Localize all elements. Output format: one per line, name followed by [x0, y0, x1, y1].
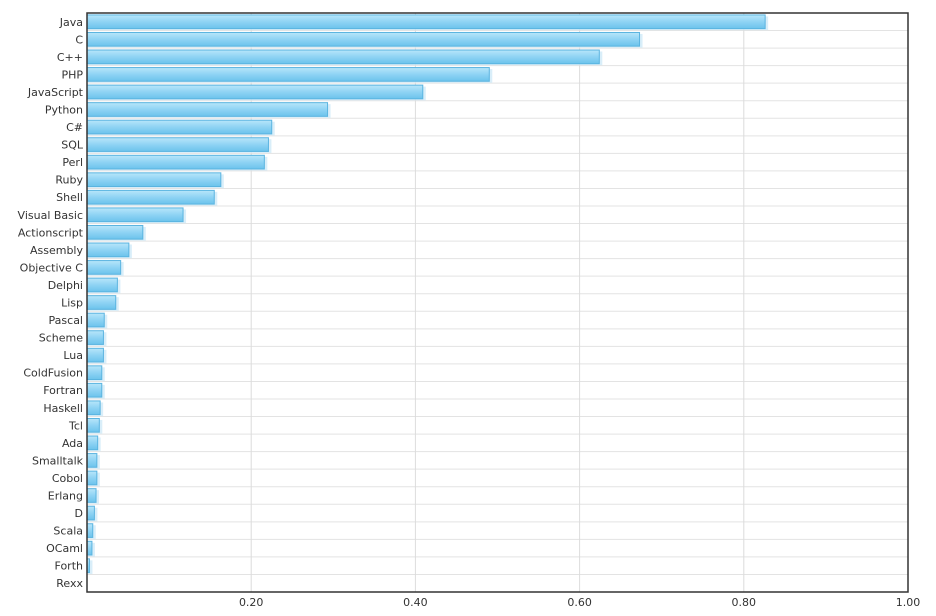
- bar: [86, 31, 641, 47]
- bar: [86, 470, 98, 486]
- category-label: Tcl: [68, 419, 83, 432]
- bar: [86, 119, 273, 135]
- plot-frame: [86, 12, 909, 593]
- category-label: Scheme: [39, 332, 83, 345]
- category-label: Haskell: [43, 402, 83, 415]
- category-label: C#: [66, 121, 83, 134]
- bar: [86, 84, 424, 100]
- bar: [86, 49, 600, 65]
- category-label: Fortran: [43, 384, 83, 397]
- x-tick-label: 0.80: [732, 596, 757, 609]
- category-label: Objective C: [20, 261, 84, 274]
- category-label: OCaml: [46, 542, 83, 555]
- bar: [86, 295, 117, 310]
- bar: [86, 260, 122, 275]
- x-tick-label: 0.20: [239, 596, 264, 609]
- category-label: JavaScript: [27, 86, 84, 99]
- category-label: ColdFusion: [23, 367, 83, 380]
- category-label: Delphi: [48, 279, 83, 292]
- bar: [86, 189, 215, 205]
- category-label: PHP: [61, 68, 83, 81]
- x-tick-label: 0.40: [403, 596, 428, 609]
- x-tick-label: 1.00: [896, 596, 921, 609]
- bar: [86, 102, 329, 117]
- bar: [86, 400, 101, 416]
- bar: [86, 382, 103, 398]
- bar: [86, 67, 490, 82]
- bar: [86, 330, 104, 345]
- bar: [86, 207, 184, 223]
- category-label: Forth: [55, 560, 84, 573]
- category-label: Shell: [56, 191, 83, 204]
- category-label: Ruby: [55, 174, 83, 187]
- category-label: Java: [59, 16, 83, 29]
- category-label: Erlang: [48, 490, 83, 503]
- bar-shadow: [88, 560, 93, 575]
- x-tick-label: 0.60: [567, 596, 592, 609]
- category-label: C++: [57, 51, 83, 64]
- bar: [86, 417, 100, 433]
- category-label: Lisp: [61, 297, 83, 310]
- bar: [86, 312, 105, 328]
- bar: [86, 224, 144, 240]
- category-label: Rexx: [56, 577, 83, 590]
- category-label: Assembly: [30, 244, 84, 257]
- category-labels: Java C C++ PHP JavaScript Python C# SQL Perl Ruby…: [18, 16, 84, 590]
- category-label: Visual Basic: [18, 209, 83, 222]
- category-label: Pascal: [49, 314, 83, 327]
- bars: [86, 14, 769, 575]
- bar: [86, 523, 94, 538]
- category-label: D: [75, 507, 83, 520]
- category-label: SQL: [61, 139, 84, 152]
- category-label: Ada: [62, 437, 83, 450]
- category-label: Smalltalk: [32, 454, 84, 467]
- category-label: Cobol: [52, 472, 83, 485]
- bar: [86, 347, 104, 363]
- category-label: Scala: [53, 525, 83, 538]
- bar: [86, 14, 766, 30]
- bar: [86, 365, 103, 381]
- category-label: Lua: [63, 349, 83, 362]
- grid-lines: [87, 13, 908, 592]
- bar: [86, 137, 269, 152]
- bar: [86, 453, 98, 468]
- x-tick-labels: 0.20 0.40 0.60 0.80 1.00: [239, 596, 920, 609]
- category-label: Python: [45, 104, 83, 117]
- bar: [86, 505, 95, 521]
- category-label: C: [75, 33, 83, 46]
- bar: [86, 154, 265, 170]
- bar: [86, 242, 130, 258]
- bar: [86, 488, 97, 503]
- bar: [86, 277, 118, 293]
- bar: [86, 435, 99, 451]
- bar: [86, 172, 222, 188]
- category-label: Perl: [62, 156, 83, 169]
- category-label: Actionscript: [18, 226, 84, 239]
